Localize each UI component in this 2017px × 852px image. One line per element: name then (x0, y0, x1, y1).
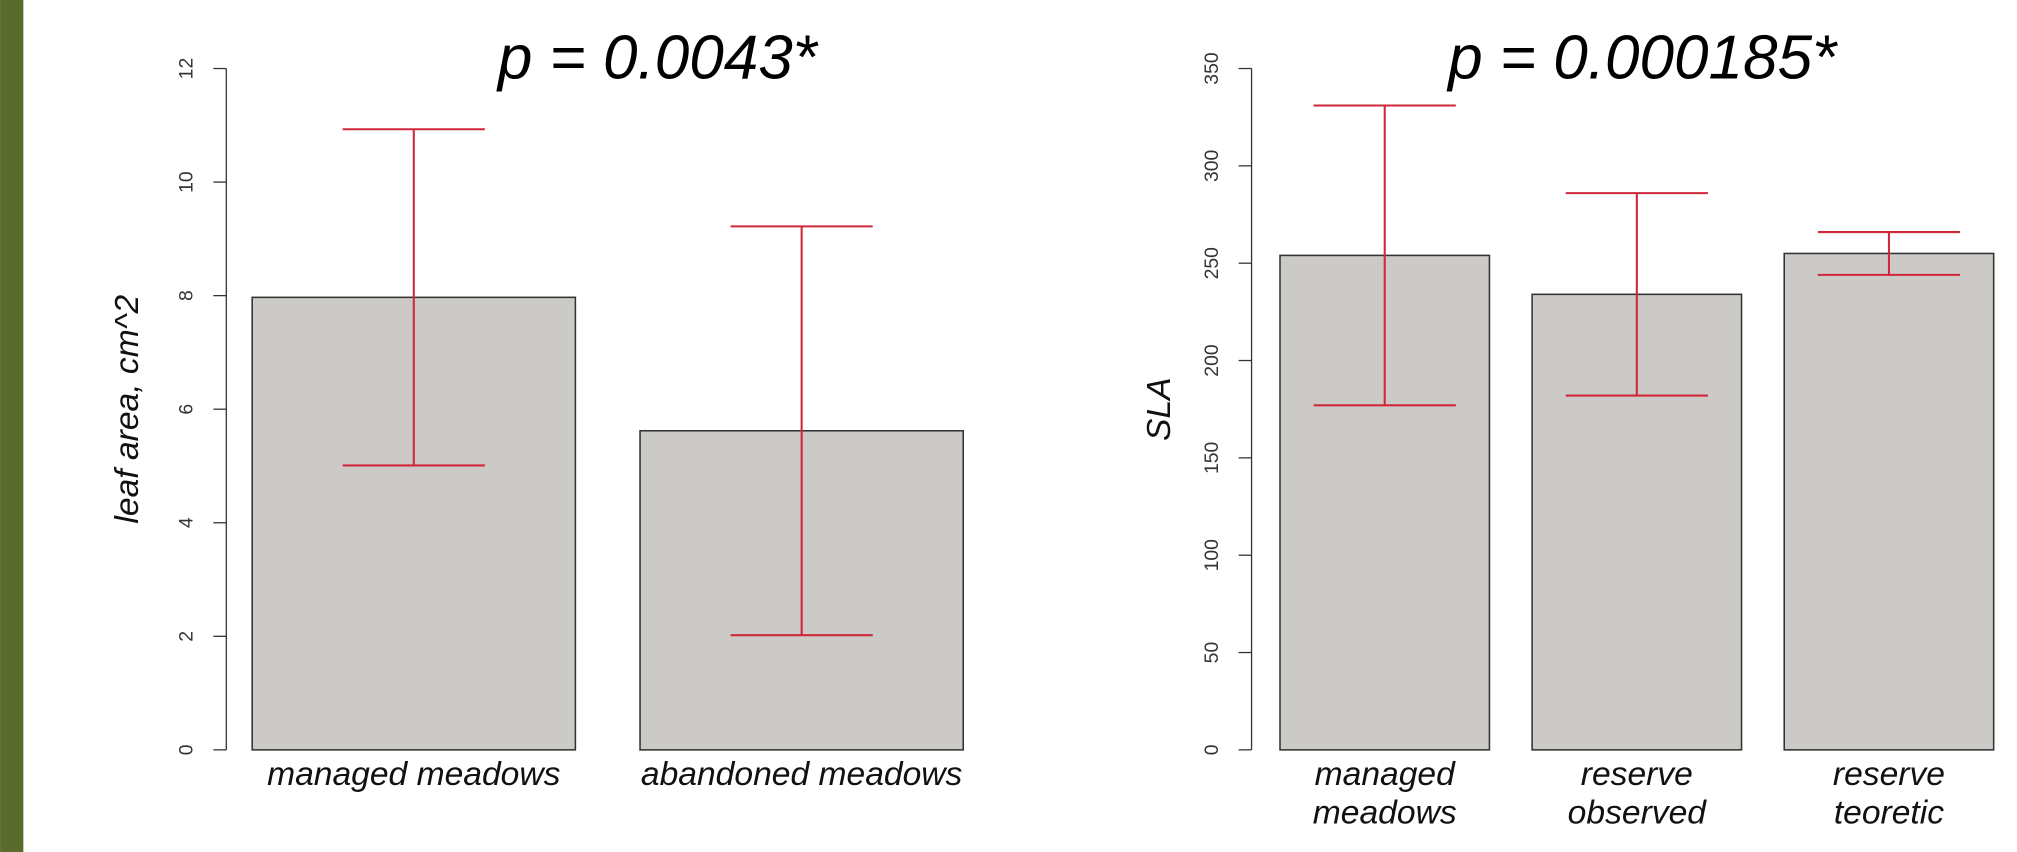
y-axis-label: leaf area, cm^2 (109, 295, 146, 524)
x-tick-label-box: abandoned meadows (640, 753, 963, 793)
y-tick-label: 6 (176, 404, 198, 415)
y-tick-label: 200 (1201, 344, 1223, 377)
y-axis-label: SLA (1141, 377, 1178, 441)
y-tick-label: 0 (176, 744, 198, 755)
annotation: p = 0.000185* (1446, 23, 1838, 92)
x-tick-label: managed meadows (1312, 753, 1457, 832)
bar (1783, 252, 1995, 751)
y-tick-label: 8 (176, 290, 198, 301)
x-tick-label-box: reserve observed (1567, 753, 1706, 832)
y-tick-label: 300 (1201, 149, 1223, 182)
x-tick-label: reserve observed (1567, 753, 1706, 832)
error-bar (1817, 231, 1961, 276)
y-tick-label: 350 (1201, 52, 1223, 85)
x-tick-label-box: reserve teoretic (1832, 753, 1945, 832)
edge-photo-strip (0, 0, 24, 852)
x-tick-label-box: managed meadows (1312, 753, 1457, 832)
y-tick-label: 10 (176, 171, 198, 193)
y-tick-label: 12 (176, 58, 198, 80)
y-tick-label: 50 (1201, 642, 1223, 664)
y-tick-label: 4 (176, 517, 198, 528)
error-bar (1313, 104, 1456, 407)
y-tick-label: 100 (1201, 539, 1223, 572)
x-tick-label: abandoned meadows (640, 753, 963, 793)
y-tick-label: 0 (1201, 744, 1223, 755)
x-tick-label: reserve teoretic (1832, 753, 1945, 832)
error-bar (1565, 192, 1708, 397)
x-tick-label-box: managed meadows (267, 753, 561, 793)
annotation: p = 0.0043* (496, 23, 819, 92)
x-tick-label: managed meadows (267, 753, 561, 793)
error-bar (730, 225, 873, 637)
y-tick-label: 2 (176, 631, 198, 642)
error-bar (342, 128, 485, 467)
y-tick-label: 250 (1201, 247, 1223, 280)
y-tick-label: 150 (1201, 441, 1223, 474)
